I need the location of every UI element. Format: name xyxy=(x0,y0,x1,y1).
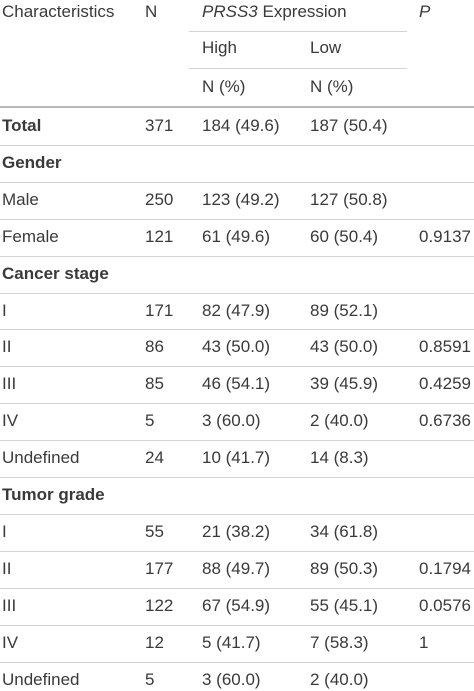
row-low-cell: 14 (8.3) xyxy=(310,448,369,467)
row-low-cell: 60 (50.4) xyxy=(310,227,379,246)
row-label-cell: II xyxy=(2,337,12,356)
row-p-cell: 0.8591 xyxy=(419,337,471,356)
row-low-cell: 2 (40.0) xyxy=(310,670,369,689)
row-label-cell: I xyxy=(2,522,7,541)
row-high-cell: 43 (50.0) xyxy=(202,337,271,356)
row-divider xyxy=(0,477,474,478)
row-high-cell: 67 (54.9) xyxy=(202,596,271,615)
row-label-cell: III xyxy=(2,374,17,393)
row-label-cell: Undefined xyxy=(2,448,80,467)
header-gene-name: PRSS3 xyxy=(202,2,258,21)
row-p-cell: 0.9137 xyxy=(419,227,471,246)
row-p-cell: 0.4259 xyxy=(419,374,471,393)
row-label-cell: III xyxy=(2,596,17,615)
header-divider-middle xyxy=(189,68,407,69)
row-high-cell: 3 (60.0) xyxy=(202,411,261,430)
row-high-cell: 88 (49.7) xyxy=(202,559,271,578)
row-divider xyxy=(0,256,474,257)
header-high: High xyxy=(202,38,237,57)
header-expression-word: Expression xyxy=(262,2,347,21)
row-divider xyxy=(0,219,474,220)
row-low-cell: 187 (50.4) xyxy=(310,116,388,135)
row-low-cell: 127 (50.8) xyxy=(310,190,388,209)
row-label-cell: Gender xyxy=(2,153,62,172)
header-expression: PRSS3 Expression xyxy=(202,1,347,23)
row-low-cell: 55 (45.1) xyxy=(310,596,379,615)
row-divider xyxy=(0,440,474,441)
row-n-cell: 122 xyxy=(145,596,174,615)
row-high-cell: 61 (49.6) xyxy=(202,227,271,246)
header-low: Low xyxy=(310,38,342,57)
row-divider xyxy=(0,366,474,367)
row-label-cell: IV xyxy=(2,411,19,430)
row-divider xyxy=(0,145,474,146)
row-divider xyxy=(0,551,474,552)
row-low-cell: 39 (45.9) xyxy=(310,374,379,393)
row-high-cell: 21 (38.2) xyxy=(202,522,271,541)
row-n-cell: 86 xyxy=(145,337,164,356)
row-divider xyxy=(0,514,474,515)
header-n-pct-low: N (%) xyxy=(310,77,354,96)
row-label-cell: IV xyxy=(2,633,19,652)
row-high-cell: 3 (60.0) xyxy=(202,670,261,689)
row-label-cell: I xyxy=(2,301,7,320)
row-n-cell: 24 xyxy=(145,448,164,467)
row-p-cell: 0.0576 xyxy=(419,596,471,615)
row-low-cell: 89 (52.1) xyxy=(310,301,379,320)
row-divider xyxy=(0,625,474,626)
row-low-cell: 2 (40.0) xyxy=(310,411,369,430)
row-divider xyxy=(0,403,474,404)
row-label-cell: Cancer stage xyxy=(2,264,109,283)
row-n-cell: 55 xyxy=(145,522,164,541)
row-label-cell: II xyxy=(2,559,12,578)
row-n-cell: 177 xyxy=(145,559,174,578)
row-divider xyxy=(0,329,474,330)
row-divider xyxy=(0,293,474,294)
header-characteristics: Characteristics xyxy=(2,2,115,21)
row-p-cell: 0.6736 xyxy=(419,411,471,430)
header-n: N xyxy=(145,2,158,21)
header-p: P xyxy=(419,2,431,21)
row-high-cell: 123 (49.2) xyxy=(202,190,280,209)
row-high-cell: 82 (47.9) xyxy=(202,301,271,320)
row-low-cell: 43 (50.0) xyxy=(310,337,379,356)
row-high-cell: 46 (54.1) xyxy=(202,374,271,393)
row-n-cell: 5 xyxy=(145,670,155,689)
row-high-cell: 5 (41.7) xyxy=(202,633,261,652)
row-label-cell: Female xyxy=(2,227,59,246)
row-n-cell: 250 xyxy=(145,190,174,209)
row-low-cell: 7 (58.3) xyxy=(310,633,369,652)
row-p-cell: 0.1794 xyxy=(419,559,471,578)
row-low-cell: 34 (61.8) xyxy=(310,522,379,541)
row-n-cell: 5 xyxy=(145,411,155,430)
row-n-cell: 12 xyxy=(145,633,164,652)
header-divider-bottom xyxy=(0,106,474,108)
row-n-cell: 371 xyxy=(145,116,174,135)
row-divider xyxy=(0,182,474,183)
row-n-cell: 121 xyxy=(145,227,174,246)
row-n-cell: 85 xyxy=(145,374,164,393)
row-n-cell: 171 xyxy=(145,301,174,320)
row-label-cell: Tumor grade xyxy=(2,485,105,504)
row-label-cell: Male xyxy=(2,190,39,209)
row-p-cell: 1 xyxy=(419,633,429,652)
row-low-cell: 89 (50.3) xyxy=(310,559,379,578)
row-high-cell: 184 (49.6) xyxy=(202,116,280,135)
row-high-cell: 10 (41.7) xyxy=(202,448,271,467)
row-label-cell: Total xyxy=(2,116,42,135)
row-divider xyxy=(0,662,474,663)
row-divider xyxy=(0,588,474,589)
row-label-cell: Undefined xyxy=(2,670,80,689)
header-n-pct-high: N (%) xyxy=(202,77,246,96)
header-divider-top xyxy=(189,31,407,32)
